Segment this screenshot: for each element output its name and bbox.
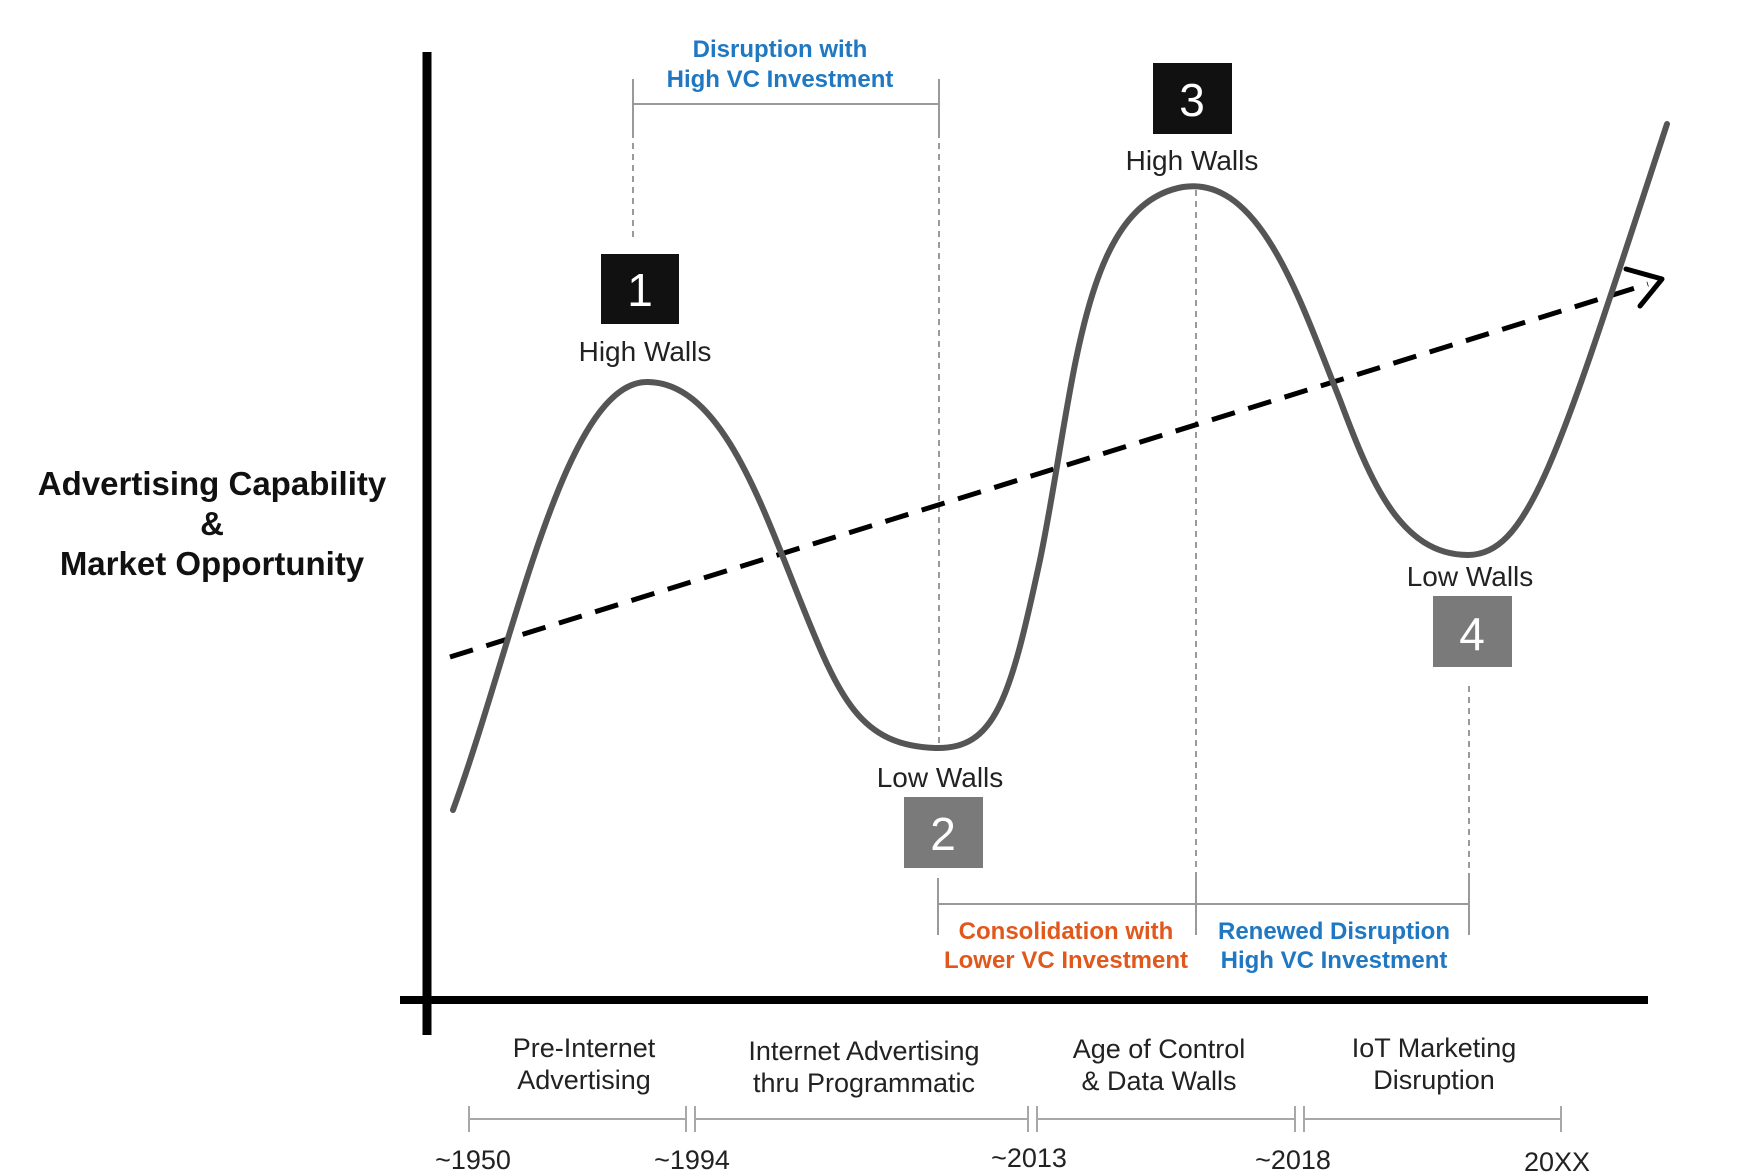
marker-4: Low Walls 4 (1407, 561, 1534, 667)
period-label-age-of-control-line-2: & Data Walls (1081, 1066, 1236, 1096)
phase-label-disruption-line-1: Disruption with (693, 36, 868, 63)
timeline-tick-1994: ~1994 (654, 1145, 730, 1175)
cycle-curve (450, 121, 1670, 813)
marker-1-box (601, 254, 679, 324)
period-label-internet-advertising: Internet Advertising thru Programmatic (748, 1036, 979, 1098)
period-label-pre-internet-line-2: Advertising (517, 1065, 651, 1095)
phase-label-disruption: Disruption with High VC Investment (667, 36, 894, 93)
phase-label-disruption-line-2: High VC Investment (667, 66, 894, 93)
marker-3-label: High Walls (1126, 145, 1259, 176)
phase-bracket-renewed (1196, 878, 1470, 935)
phase-label-renewed-line-1: Renewed Disruption (1218, 918, 1450, 945)
marker-3: 3 High Walls (1126, 63, 1259, 176)
marker-2-box (904, 797, 983, 868)
period-label-internet-advertising-line-1: Internet Advertising (748, 1036, 979, 1066)
marker-4-label: Low Walls (1407, 561, 1534, 592)
timeline-tick-2013: ~2013 (991, 1143, 1067, 1173)
trend-line (449, 281, 1649, 660)
timeline-tick-2018: ~2018 (1255, 1145, 1331, 1175)
y-axis-label-line-2: & (200, 505, 224, 542)
period-label-pre-internet: Pre-Internet Advertising (513, 1033, 656, 1095)
period-label-internet-advertising-line-2: thru Programmatic (753, 1068, 975, 1098)
phase-label-consolidation-line-1: Consolidation with (959, 918, 1174, 945)
trend-arrowhead (1623, 266, 1665, 309)
phase-bracket-disruption (632, 79, 940, 132)
y-axis-label-line-1: Advertising Capability (38, 465, 387, 502)
timeline (468, 1106, 1562, 1132)
dashed-guides (632, 132, 1470, 878)
y-axis-label: Advertising Capability & Market Opportun… (38, 465, 387, 582)
marker-4-box (1433, 596, 1512, 667)
timeline-tick-20xx: 20XX (1524, 1147, 1590, 1176)
period-label-age-of-control-line-1: Age of Control (1073, 1034, 1246, 1064)
phase-label-renewed-line-2: High VC Investment (1221, 947, 1448, 974)
period-label-pre-internet-line-1: Pre-Internet (513, 1033, 656, 1063)
timeline-tick-1950: ~1950 (435, 1145, 511, 1175)
marker-2: Low Walls 2 (877, 762, 1004, 868)
period-label-iot-line-1: IoT Marketing (1352, 1033, 1517, 1063)
period-label-iot-line-2: Disruption (1373, 1065, 1495, 1095)
period-label-iot: IoT Marketing Disruption (1352, 1033, 1517, 1095)
marker-1: 1 High Walls (579, 254, 712, 367)
phase-label-consolidation-line-2: Lower VC Investment (944, 947, 1188, 974)
phase-bracket-consolidation (937, 878, 1197, 935)
marker-3-box (1153, 63, 1232, 134)
marker-1-number: 1 (627, 264, 653, 316)
phase-label-consolidation: Consolidation with Lower VC Investment (944, 918, 1188, 974)
marker-4-number: 4 (1459, 608, 1485, 660)
phase-label-renewed: Renewed Disruption High VC Investment (1218, 918, 1450, 974)
y-axis-label-line-3: Market Opportunity (60, 545, 365, 582)
marker-3-number: 3 (1179, 74, 1205, 126)
period-label-age-of-control: Age of Control & Data Walls (1073, 1034, 1246, 1096)
marker-2-number: 2 (930, 808, 956, 860)
marker-1-label: High Walls (579, 336, 712, 367)
marker-2-label: Low Walls (877, 762, 1004, 793)
